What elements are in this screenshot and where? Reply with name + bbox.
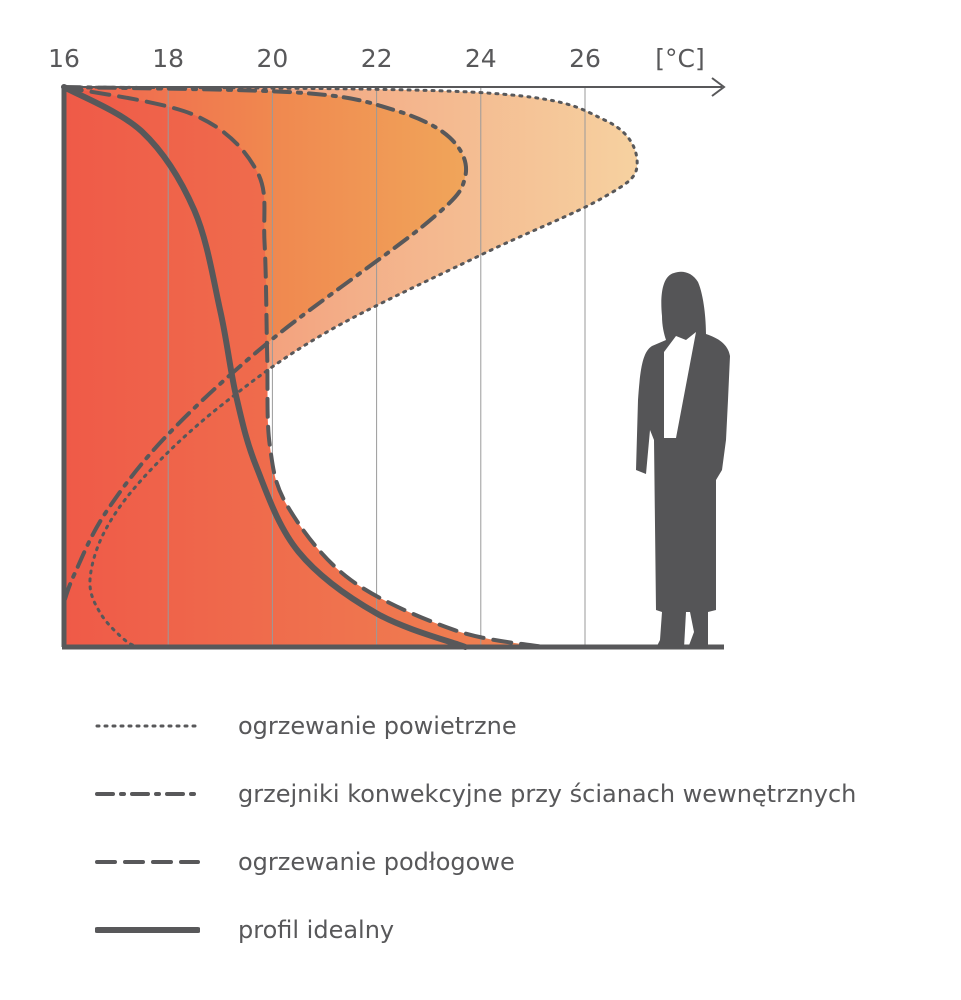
- legend-label: ogrzewanie powietrzne: [238, 712, 517, 740]
- legend-item: ogrzewanie podłogowe: [95, 828, 856, 896]
- series-line-solid: [61, 84, 469, 650]
- person-silhouette-icon: [636, 271, 730, 648]
- series-line-dashed: [62, 85, 546, 649]
- x-tick-label: 22: [361, 44, 393, 73]
- x-tick-label: 18: [152, 44, 184, 73]
- series-fills: [64, 87, 638, 647]
- x-tick-label: 26: [569, 44, 601, 73]
- x-tick-labels: 16 18 20 22 24 26 [°C]: [48, 44, 705, 73]
- legend-label: grzejniki konwekcyjne przy ścianach wewn…: [238, 780, 857, 808]
- x-tick-label: 16: [48, 44, 80, 73]
- axes: [61, 77, 726, 650]
- x-tick-label: 20: [256, 44, 288, 73]
- temperature-profile-chart: 16 18 20 22 24 26 [°C]: [48, 44, 730, 650]
- legend: ogrzewanie powietrzne grzejniki konwekcyj…: [95, 692, 856, 964]
- series-line-dotted: [62, 85, 639, 649]
- series-line-dashdot: [62, 85, 469, 605]
- x-tick-label: 24: [465, 44, 497, 73]
- legend-swatch-dashed: [95, 860, 200, 864]
- legend-item: ogrzewanie powietrzne: [95, 692, 856, 760]
- legend-label: profil idealny: [238, 916, 395, 944]
- legend-swatch-dotted: [95, 724, 200, 728]
- x-axis-arrow-icon: [711, 77, 726, 97]
- legend-item: grzejniki konwekcyjne przy ścianach wewn…: [95, 760, 856, 828]
- series-lines: [61, 84, 639, 650]
- legend-label: ogrzewanie podłogowe: [238, 848, 515, 876]
- fill-dashed: [64, 87, 544, 647]
- legend-swatch-solid: [95, 927, 200, 933]
- x-unit-label: [°C]: [655, 44, 704, 73]
- legend-item: profil idealny: [95, 896, 856, 964]
- legend-swatch-dashdot: [95, 792, 200, 796]
- gridlines: [167, 87, 586, 647]
